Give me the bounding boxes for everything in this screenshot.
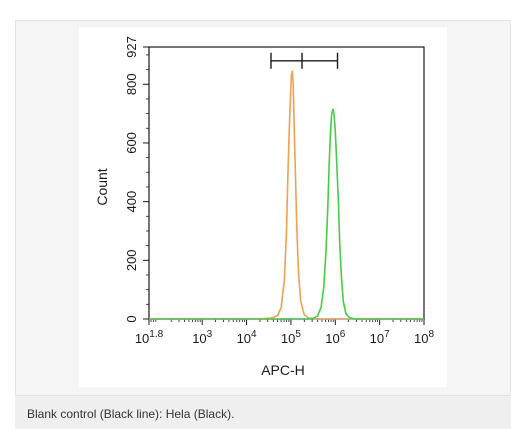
y-axis: 0 200 400 600 800 927: [124, 36, 149, 323]
y-tick-label: 927: [124, 36, 139, 58]
x-tick-label: 103: [192, 329, 212, 346]
x-tick-label: 104: [237, 329, 257, 346]
gate-marker: [270, 52, 339, 69]
y-tick-label: 400: [124, 191, 139, 213]
x-tick-label: 101.8: [135, 329, 164, 346]
x-axis-label: APC-H: [261, 362, 305, 378]
plot-background: [79, 27, 447, 387]
flow-cytometry-histogram: 0 200 400 600 800 927 101.8 103 104 105 106 107 108…: [79, 27, 447, 387]
histogram-curve-1: [149, 70, 424, 320]
histogram-figure: 0 200 400 600 800 927 101.8 103 104 105 106 107 108…: [79, 27, 447, 387]
y-tick-label: 600: [124, 132, 139, 154]
histogram-curve-2: [149, 108, 424, 320]
x-tick-label: 108: [414, 329, 434, 346]
y-tick-label: 800: [124, 73, 139, 95]
x-axis: 101.8 103 104 105 106 107 108: [135, 319, 434, 346]
x-tick-label: 106: [325, 329, 345, 346]
x-tick-label: 107: [370, 329, 390, 346]
histogram-series: [149, 70, 424, 320]
y-tick-label: 0: [124, 315, 139, 322]
figure-caption: Blank control (Black line): Hela (Black)…: [27, 407, 235, 421]
y-tick-label: 200: [124, 249, 139, 271]
caption-bar: Blank control (Black line): Hela (Black)…: [15, 395, 511, 429]
y-axis-label: Count: [94, 168, 110, 205]
x-tick-label: 105: [281, 329, 301, 346]
